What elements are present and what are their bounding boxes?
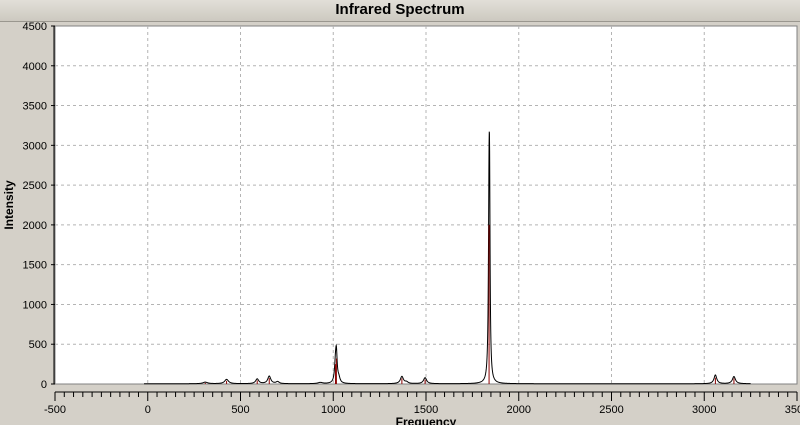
y-tick-label: 4500 — [23, 22, 47, 33]
y-tick-label: 500 — [29, 339, 47, 351]
y-tick-label: 4000 — [23, 61, 47, 73]
x-tick-label: 2500 — [599, 404, 623, 416]
y-tick-label: 3500 — [23, 101, 47, 113]
grid-layer — [55, 26, 797, 384]
x-tick-label: 1000 — [321, 404, 345, 416]
x-tick-label: 500 — [231, 404, 249, 416]
y-tick-label: 2500 — [23, 180, 47, 192]
x-tick-label: 0 — [145, 404, 151, 416]
x-tick-label: 3000 — [692, 404, 716, 416]
title-bar: Infrared Spectrum — [0, 0, 800, 22]
x-tick-label: 1500 — [414, 404, 438, 416]
y-tick-label: 3000 — [23, 140, 47, 152]
x-axis-title: Frequency — [396, 415, 457, 425]
chart-area[interactable]: -500 0 500 1000 1500 2000 2500 3000 3500 0 500 1000… — [0, 22, 800, 425]
data-layer — [144, 131, 751, 385]
x-tick-label: 2000 — [507, 404, 531, 416]
y-axis-title: Intensity — [2, 180, 16, 230]
plot-background[interactable] — [54, 25, 798, 385]
y-tick-label: 1500 — [23, 260, 47, 272]
x-tick-label: -500 — [44, 404, 66, 416]
y-tick-label: 0 — [41, 379, 47, 391]
y-tick-label: 2000 — [23, 220, 47, 232]
chart-title: Infrared Spectrum — [335, 1, 465, 18]
y-tick-label: 1000 — [23, 299, 47, 311]
x-tick-label: 3500 — [785, 404, 800, 416]
spectrum-line — [144, 131, 751, 385]
axis-layer: -500 0 500 1000 1500 2000 2500 3000 3500 0 500 1000… — [23, 22, 800, 416]
